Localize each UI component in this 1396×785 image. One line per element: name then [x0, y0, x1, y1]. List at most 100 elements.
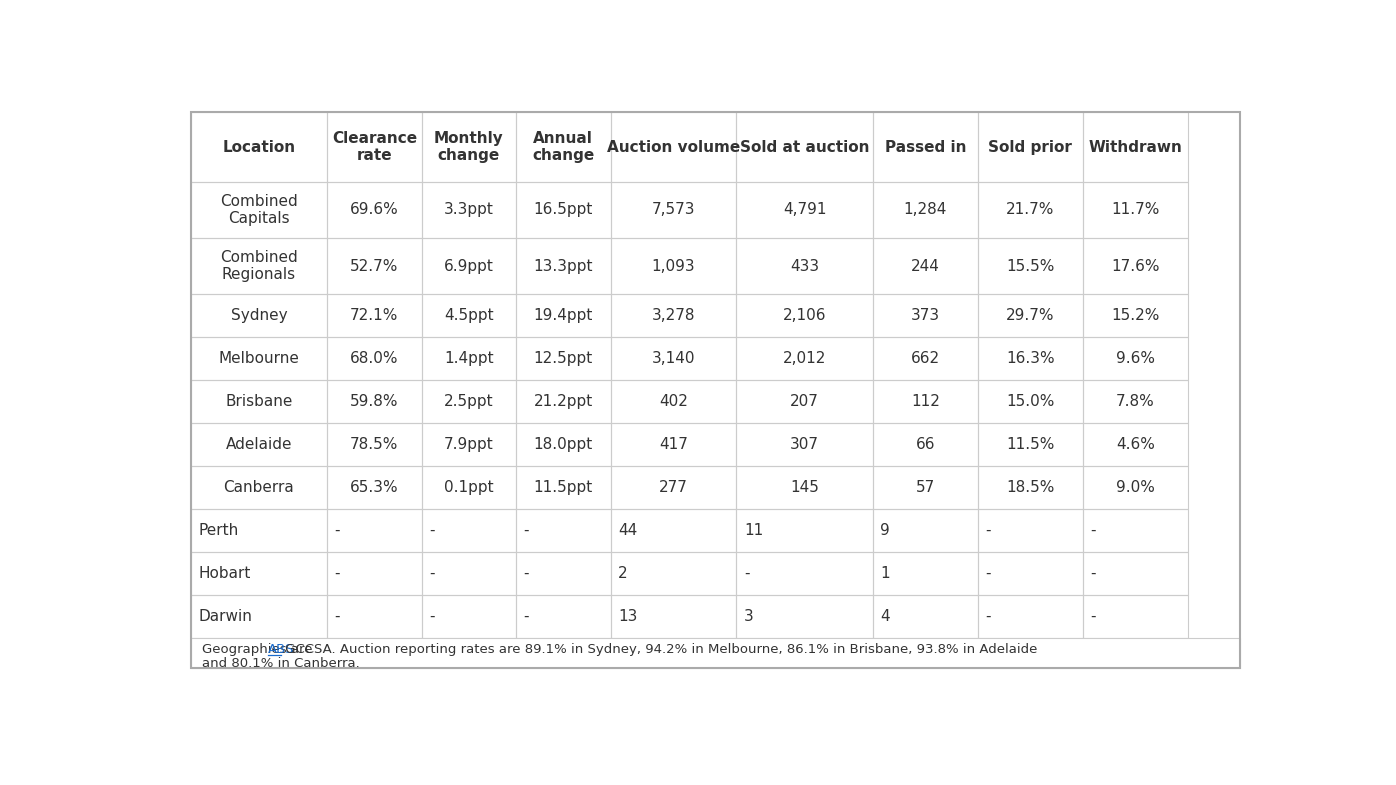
Text: 78.5%: 78.5% [350, 437, 399, 452]
Bar [422, 238, 517, 294]
Bar [327, 112, 422, 182]
Bar [191, 182, 327, 238]
Bar [1083, 552, 1188, 595]
Bar [737, 182, 872, 238]
Bar [422, 595, 517, 637]
Bar [610, 294, 737, 338]
Bar [191, 595, 327, 637]
Text: 2.5ppt: 2.5ppt [444, 394, 494, 409]
Bar [191, 380, 327, 423]
Bar [422, 423, 517, 466]
Text: 4: 4 [881, 608, 891, 623]
Bar [610, 380, 737, 423]
Text: 9: 9 [881, 523, 891, 538]
Text: Sold prior: Sold prior [988, 140, 1072, 155]
Bar [327, 238, 422, 294]
Bar [1083, 423, 1188, 466]
Bar [517, 294, 610, 338]
Text: 307: 307 [790, 437, 819, 452]
Bar [872, 182, 977, 238]
Bar [610, 509, 737, 552]
Bar [872, 595, 977, 637]
Bar [737, 423, 872, 466]
Bar [327, 338, 422, 380]
Bar [872, 380, 977, 423]
Text: 277: 277 [659, 480, 688, 495]
Text: 1,093: 1,093 [652, 259, 695, 274]
Bar [872, 552, 977, 595]
Bar [977, 509, 1083, 552]
Bar [737, 509, 872, 552]
Text: Withdrawn: Withdrawn [1089, 140, 1182, 155]
Bar [191, 294, 327, 338]
Text: 65.3%: 65.3% [350, 480, 399, 495]
Text: GCCSA. Auction reporting rates are 89.1% in Sydney, 94.2% in Melbourne, 86.1% in: GCCSA. Auction reporting rates are 89.1%… [281, 643, 1037, 655]
Bar [327, 182, 422, 238]
Bar [977, 182, 1083, 238]
Bar [191, 552, 327, 595]
Bar [610, 423, 737, 466]
Bar [327, 294, 422, 338]
Text: 18.5%: 18.5% [1007, 480, 1054, 495]
Bar [191, 238, 327, 294]
Bar [977, 423, 1083, 466]
Text: -: - [524, 566, 529, 581]
Bar [191, 423, 327, 466]
Text: 18.0ppt: 18.0ppt [533, 437, 593, 452]
Bar [872, 423, 977, 466]
Bar [191, 637, 1240, 669]
Text: 19.4ppt: 19.4ppt [533, 309, 593, 323]
Bar [517, 380, 610, 423]
Text: 3,278: 3,278 [652, 309, 695, 323]
Text: 57: 57 [916, 480, 935, 495]
Text: 15.0%: 15.0% [1007, 394, 1054, 409]
Text: 29.7%: 29.7% [1007, 309, 1054, 323]
Bar [1083, 509, 1188, 552]
Text: Perth: Perth [198, 523, 239, 538]
Text: Combined
Capitals: Combined Capitals [221, 194, 297, 226]
Text: -: - [1090, 566, 1096, 581]
Text: 373: 373 [910, 309, 940, 323]
Text: 1: 1 [881, 566, 891, 581]
Bar [872, 112, 977, 182]
Bar [517, 552, 610, 595]
Bar [422, 294, 517, 338]
Text: 16.3%: 16.3% [1007, 351, 1054, 366]
Bar [422, 112, 517, 182]
Bar [327, 423, 422, 466]
Bar [517, 423, 610, 466]
Bar [737, 238, 872, 294]
Bar [872, 466, 977, 509]
Text: 4,791: 4,791 [783, 203, 826, 217]
Bar [1083, 338, 1188, 380]
Text: -: - [429, 566, 434, 581]
Bar [1083, 112, 1188, 182]
Text: Sold at auction: Sold at auction [740, 140, 870, 155]
Text: 15.5%: 15.5% [1007, 259, 1054, 274]
Text: 6.9ppt: 6.9ppt [444, 259, 494, 274]
Bar [737, 466, 872, 509]
Text: 207: 207 [790, 394, 819, 409]
Text: -: - [1090, 523, 1096, 538]
Bar [1083, 294, 1188, 338]
Text: 1,284: 1,284 [903, 203, 946, 217]
Text: 4.5ppt: 4.5ppt [444, 309, 494, 323]
Text: -: - [335, 566, 341, 581]
Text: 11.5ppt: 11.5ppt [533, 480, 593, 495]
Text: Sydney: Sydney [230, 309, 288, 323]
Bar [737, 595, 872, 637]
Text: 433: 433 [790, 259, 819, 274]
Text: 4.6%: 4.6% [1115, 437, 1154, 452]
Bar [1083, 238, 1188, 294]
Bar [517, 238, 610, 294]
Text: Geographies are: Geographies are [201, 643, 317, 655]
Text: 11.5%: 11.5% [1007, 437, 1054, 452]
Bar [191, 112, 327, 182]
Bar [1083, 380, 1188, 423]
Bar [1083, 595, 1188, 637]
Text: 7.8%: 7.8% [1115, 394, 1154, 409]
Bar [327, 466, 422, 509]
Bar [977, 595, 1083, 637]
Bar [610, 595, 737, 637]
Text: 59.8%: 59.8% [350, 394, 399, 409]
